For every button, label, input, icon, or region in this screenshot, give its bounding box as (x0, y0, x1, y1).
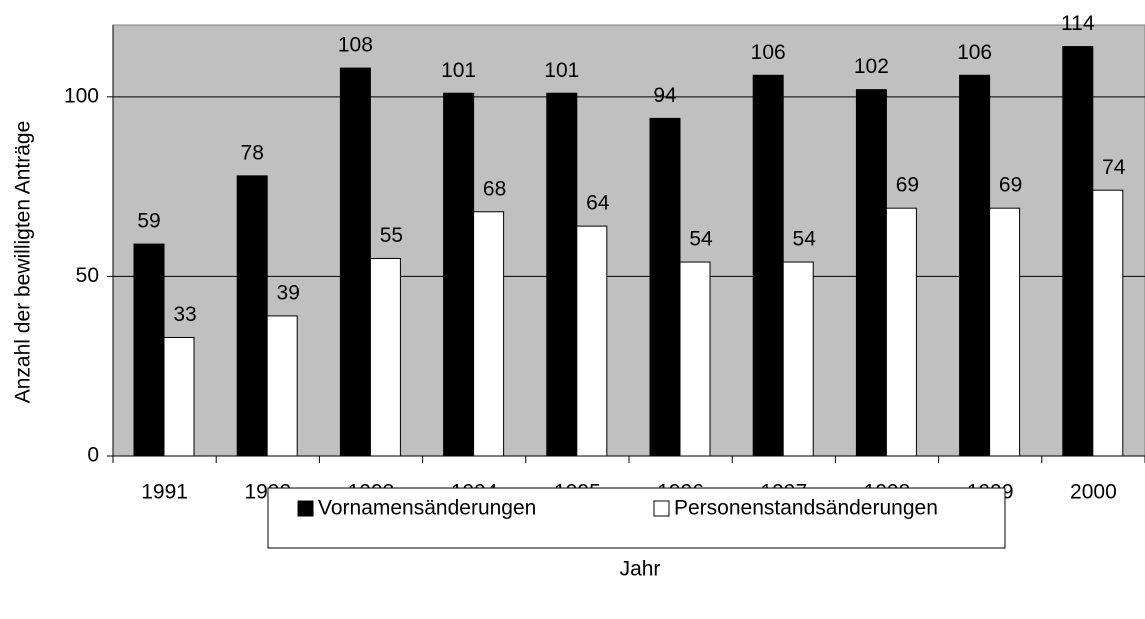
data-label: 102 (854, 55, 889, 78)
bar (679, 261, 711, 457)
bar (443, 92, 475, 457)
bar (133, 243, 165, 457)
data-label: 108 (338, 34, 373, 57)
x-axis-label: Jahr (620, 558, 661, 581)
bar (782, 261, 814, 457)
data-label: 54 (793, 228, 817, 251)
data-label: 78 (241, 141, 264, 164)
bar (649, 117, 681, 457)
data-label: 55 (380, 224, 403, 247)
data-label: 64 (586, 192, 610, 215)
y-tick-label: 50 (76, 264, 99, 287)
bar (1062, 46, 1094, 457)
x-tick-label: 2000 (1070, 481, 1117, 504)
legend-box (267, 487, 1006, 549)
data-label: 106 (957, 41, 992, 64)
bar (885, 207, 917, 457)
y-tick-label: 100 (64, 84, 99, 107)
data-label: 74 (1102, 156, 1126, 179)
data-label: 59 (137, 210, 160, 233)
bar (369, 257, 401, 457)
bar (163, 336, 195, 457)
data-label: 69 (999, 174, 1022, 197)
bar (959, 74, 991, 457)
data-label: 68 (483, 177, 506, 200)
data-label: 94 (653, 84, 677, 107)
data-label: 101 (441, 59, 476, 82)
data-label: 114 (1061, 12, 1095, 35)
data-label: 69 (896, 174, 919, 197)
legend-swatch (297, 500, 314, 517)
data-label: 54 (689, 228, 713, 251)
legend-swatch (653, 500, 670, 517)
x-tick-label: 1991 (141, 481, 188, 504)
bar (752, 74, 784, 457)
y-tick-label: 0 (87, 444, 99, 467)
data-label: 39 (277, 281, 300, 304)
data-label: 106 (751, 41, 786, 64)
bar (546, 92, 578, 457)
bar (339, 67, 371, 457)
data-label: 101 (544, 59, 579, 82)
bar (473, 211, 505, 457)
legend-label: Vornamensänderungen (318, 497, 536, 520)
bar (855, 89, 887, 457)
bar (236, 175, 268, 457)
bar (576, 225, 608, 457)
bar (989, 207, 1021, 457)
bar (1092, 189, 1124, 457)
legend-label: Personenstandsänderungen (674, 497, 938, 520)
bar (266, 315, 298, 457)
data-label: 33 (173, 303, 196, 326)
y-axis-label: Anzahl der bewilligten Anträge (12, 121, 35, 404)
